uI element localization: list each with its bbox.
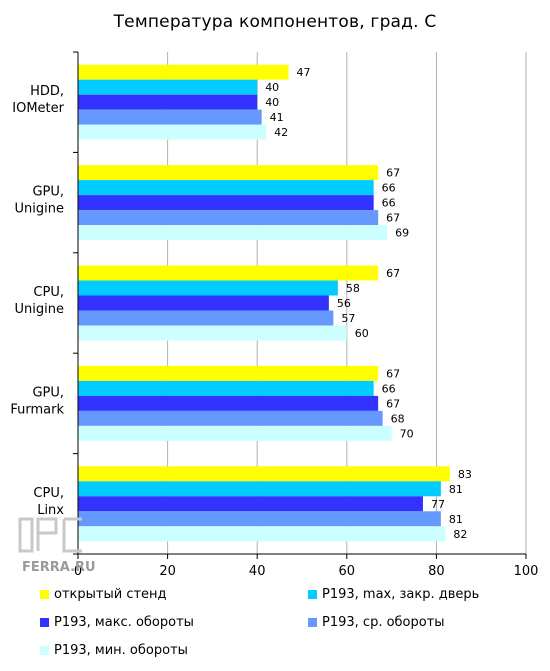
- x-tick-label: 80: [428, 564, 445, 579]
- category-label: Unigine: [15, 202, 64, 217]
- legend-label: P193, макс. обороты: [54, 615, 194, 630]
- data-label: 66: [382, 382, 396, 395]
- legend-label: открытый стенд: [54, 587, 167, 602]
- data-label: 67: [386, 397, 400, 410]
- bar: [78, 225, 388, 241]
- bar: [78, 210, 379, 226]
- legend-item: P193, ср. обороты: [308, 615, 445, 630]
- bar: [78, 425, 392, 441]
- x-tick-label: 0: [74, 564, 82, 579]
- data-label: 77: [431, 498, 445, 511]
- data-label: 83: [458, 468, 472, 481]
- watermark-text: FERRA.RU: [22, 560, 96, 575]
- legend-swatch: [40, 618, 49, 627]
- legend-swatch: [308, 618, 317, 627]
- data-label: 81: [449, 483, 463, 496]
- data-label: 47: [297, 66, 311, 79]
- bar: [78, 511, 441, 527]
- bar: [78, 180, 374, 196]
- category-label: GPU,: [32, 185, 64, 200]
- bar: [78, 325, 347, 341]
- bar: [78, 365, 379, 381]
- ferra-watermark-logo: FERRA.RU: [18, 517, 96, 575]
- legend-item: P193, макс. обороты: [40, 615, 194, 630]
- bar: [78, 124, 267, 140]
- legend-swatch: [308, 590, 317, 599]
- data-label: 66: [382, 197, 396, 210]
- data-label: 67: [386, 212, 400, 225]
- bar: [78, 64, 289, 80]
- category-label: Linx: [37, 503, 64, 518]
- legend-item: открытый стенд: [40, 587, 167, 602]
- category-label: CPU,: [33, 285, 64, 300]
- data-label: 69: [395, 227, 409, 240]
- data-label: 41: [270, 111, 284, 124]
- bar: [78, 395, 379, 411]
- data-label: 40: [265, 81, 279, 94]
- bar: [78, 265, 379, 281]
- category-label: Unigine: [15, 302, 64, 317]
- bar: [78, 79, 258, 95]
- data-label: 42: [274, 126, 288, 139]
- bar: [78, 94, 258, 110]
- bar: [78, 310, 334, 326]
- category-label: HDD,: [30, 84, 64, 99]
- data-label: 67: [386, 167, 400, 180]
- data-label: 81: [449, 513, 463, 526]
- data-label: 60: [355, 327, 369, 340]
- x-tick-label: 20: [159, 564, 176, 579]
- bar: [78, 195, 374, 211]
- x-tick-label: 40: [249, 564, 266, 579]
- data-label: 70: [400, 427, 414, 440]
- legend-swatch: [40, 646, 49, 655]
- data-label: 67: [386, 367, 400, 380]
- category-label: Furmark: [10, 402, 64, 417]
- data-label: 57: [341, 312, 355, 325]
- bar: [78, 295, 329, 311]
- bar: [78, 496, 423, 512]
- chart-title: Температура компонентов, град. С: [113, 12, 437, 32]
- bar: [78, 280, 338, 296]
- x-tick-label: 100: [514, 564, 539, 579]
- data-label: 58: [346, 282, 360, 295]
- bar: [78, 481, 441, 497]
- category-label: GPU,: [32, 385, 64, 400]
- bar: [78, 380, 374, 396]
- legend-swatch: [40, 590, 49, 599]
- legend-label: P193, мин. обороты: [54, 643, 188, 658]
- legend-item: P193, мин. обороты: [40, 643, 188, 658]
- bar: [78, 466, 450, 482]
- bar: [78, 109, 262, 125]
- bar: [78, 165, 379, 181]
- data-label: 82: [453, 528, 467, 541]
- data-label: 56: [337, 297, 351, 310]
- data-label: 66: [382, 182, 396, 195]
- category-label: CPU,: [33, 486, 64, 501]
- data-label: 40: [265, 96, 279, 109]
- x-tick-label: 60: [339, 564, 356, 579]
- legend-item: P193, max, закр. дверь: [308, 587, 479, 602]
- legend-label: P193, ср. обороты: [322, 615, 445, 630]
- data-label: 68: [391, 412, 405, 425]
- legend-label: P193, max, закр. дверь: [322, 587, 480, 602]
- category-label: IOMeter: [12, 101, 64, 116]
- data-label: 67: [386, 267, 400, 280]
- bar: [78, 526, 446, 542]
- bar: [78, 410, 383, 426]
- legend: открытый стенд P193, max, закр. дверь P193…: [40, 587, 540, 667]
